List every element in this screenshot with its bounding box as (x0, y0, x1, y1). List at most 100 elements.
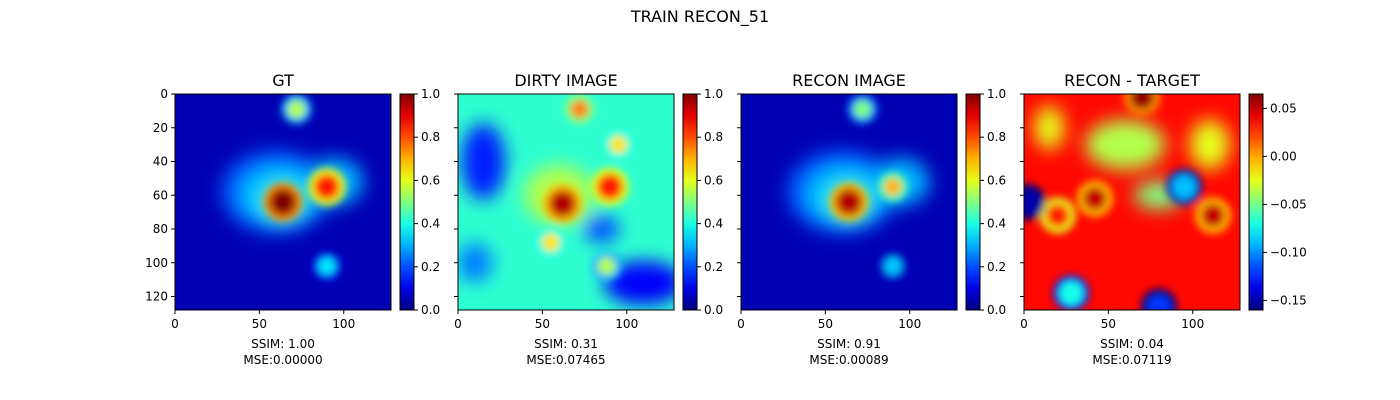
y-tick-label: 0 (160, 87, 168, 101)
y-tick-label: 80 (153, 222, 168, 236)
heatmap-blob (883, 177, 902, 196)
colorbar-tick-label: −0.05 (1270, 197, 1307, 211)
x-tick-label: 100 (615, 317, 638, 331)
colorbar-tick-label: 0.00 (1270, 149, 1297, 163)
ssim-label: SSIM: 0.31 (534, 337, 598, 351)
x-tick-label: 0 (1020, 317, 1028, 331)
y-tick-label: 20 (153, 121, 168, 135)
colorbar (682, 93, 698, 311)
y-tick-label: 120 (145, 290, 168, 304)
heatmap-blob (853, 100, 872, 119)
mse-label: MSE:0.07465 (526, 353, 605, 367)
x-tick-label: 100 (898, 317, 921, 331)
colorbar-tick-label: 0.0 (704, 303, 723, 317)
ssim-label: SSIM: 0.04 (1100, 337, 1164, 351)
y-tick-label: 100 (145, 256, 168, 270)
heatmap-image (741, 94, 957, 310)
heatmap-blob (1130, 94, 1155, 110)
mse-label: MSE:0.00000 (243, 353, 322, 367)
ssim-label: SSIM: 1.00 (251, 337, 315, 351)
panel-1: GT 0 50 100 0 20 40 60 80 100 120 SSIM: 1.00 MSE:0.0… (145, 71, 440, 367)
heatmap-blob (541, 233, 560, 252)
heatmap-blob (1045, 203, 1070, 228)
colorbar-tick-label: 1.0 (987, 87, 1006, 101)
heatmap-blob (836, 189, 862, 215)
heatmap-blob (1059, 281, 1084, 306)
panel-3: RECON IMAGE 0 50 100 SSIM: 0.91 MSE:0.00089 0.… (737, 71, 1006, 367)
colorbar-tick-label: −0.10 (1270, 245, 1307, 259)
colorbar-tick-label: 0.0 (421, 303, 440, 317)
colorbar-tick-label: 0.05 (1270, 101, 1297, 115)
x-tick-label: 100 (332, 317, 355, 331)
colorbar-tick-label: 0.6 (704, 173, 723, 187)
heatmap-region (1034, 105, 1065, 150)
heatmap-blob (270, 189, 296, 215)
x-tick-label: 50 (818, 317, 833, 331)
colorbar (399, 93, 415, 311)
mse-label: MSE:0.00089 (809, 353, 888, 367)
heatmap-region (458, 242, 493, 283)
heatmap-blob (549, 190, 576, 217)
x-tick-label: 50 (535, 317, 550, 331)
heatmap-blob (1172, 174, 1197, 199)
colorbar-tick-label: 0.6 (421, 173, 440, 187)
x-tick-label: 0 (454, 317, 462, 331)
heatmap-blob (883, 257, 902, 276)
x-tick-label: 50 (1101, 317, 1116, 331)
colorbar-tick-label: 0.2 (421, 260, 440, 274)
colorbar-tick-label: 0.0 (987, 303, 1006, 317)
heatmap-blob (313, 173, 340, 200)
colorbar-tick-label: 0.8 (987, 130, 1006, 144)
heatmap-region (1189, 119, 1230, 170)
heatmap-image (1024, 94, 1240, 310)
heatmap-blob (597, 257, 616, 276)
heatmap-region (583, 215, 620, 243)
heatmap-region (603, 261, 674, 305)
colorbar-tick-label: −0.15 (1270, 293, 1307, 307)
x-tick-label: 50 (252, 317, 267, 331)
colorbar-tick-label: 0.4 (704, 217, 723, 231)
colorbar-tick-label: 0.2 (987, 260, 1006, 274)
axes-frame (1023, 93, 1241, 311)
colorbar-tick-label: 1.0 (421, 87, 440, 101)
axes-frame (457, 93, 675, 311)
heatmap-image (175, 94, 391, 310)
heatmap-blob (596, 173, 623, 200)
axes-frame (174, 93, 392, 311)
ssim-label: SSIM: 0.91 (817, 337, 881, 351)
heatmap-blob (1082, 186, 1107, 211)
colorbar (965, 93, 981, 311)
y-tick-label: 40 (153, 155, 168, 169)
heatmap-blob (570, 100, 589, 119)
x-tick-label: 0 (737, 317, 745, 331)
heatmap-blob (609, 135, 628, 154)
heatmap-blob (317, 257, 336, 276)
axes-frame (740, 93, 958, 311)
colorbar-tick-label: 0.8 (704, 130, 723, 144)
heatmap-blob (1147, 294, 1171, 310)
heatmap-blob (287, 100, 306, 119)
colorbar-tick-label: 0.4 (421, 217, 440, 231)
colorbar-tick-label: 0.4 (987, 217, 1006, 231)
colorbar-tick-label: 0.8 (421, 130, 440, 144)
heatmap-blob (1024, 190, 1040, 214)
colorbar-tick-label: 0.2 (704, 260, 723, 274)
panel-2: DIRTY IMAGE 0 50 100 SSIM: 0.31 MSE:0.07465 0.… (454, 71, 723, 367)
heatmap-image (458, 94, 674, 310)
colorbar (1248, 93, 1264, 311)
mse-label: MSE:0.07119 (1092, 353, 1171, 367)
panel-title: GT (272, 71, 294, 90)
x-tick-label: 0 (171, 317, 179, 331)
panel-4: RECON - TARGET 0 50 100 SSIM: 0.04 MSE:0.0711… (1020, 71, 1307, 367)
y-tick-label: 60 (153, 188, 168, 202)
panel-title: DIRTY IMAGE (514, 71, 617, 90)
heatmap-region (461, 123, 506, 200)
panels: GT 0 50 100 0 20 40 60 80 100 120 SSIM: 1.00 MSE:0.0… (145, 71, 1307, 367)
panel-title: RECON IMAGE (792, 71, 906, 90)
panel-title: RECON - TARGET (1064, 71, 1200, 90)
x-tick-label: 100 (1181, 317, 1204, 331)
heatmap-blob (1201, 203, 1225, 228)
figure-title: TRAIN RECON_51 (630, 7, 769, 27)
colorbar-tick-label: 1.0 (704, 87, 723, 101)
